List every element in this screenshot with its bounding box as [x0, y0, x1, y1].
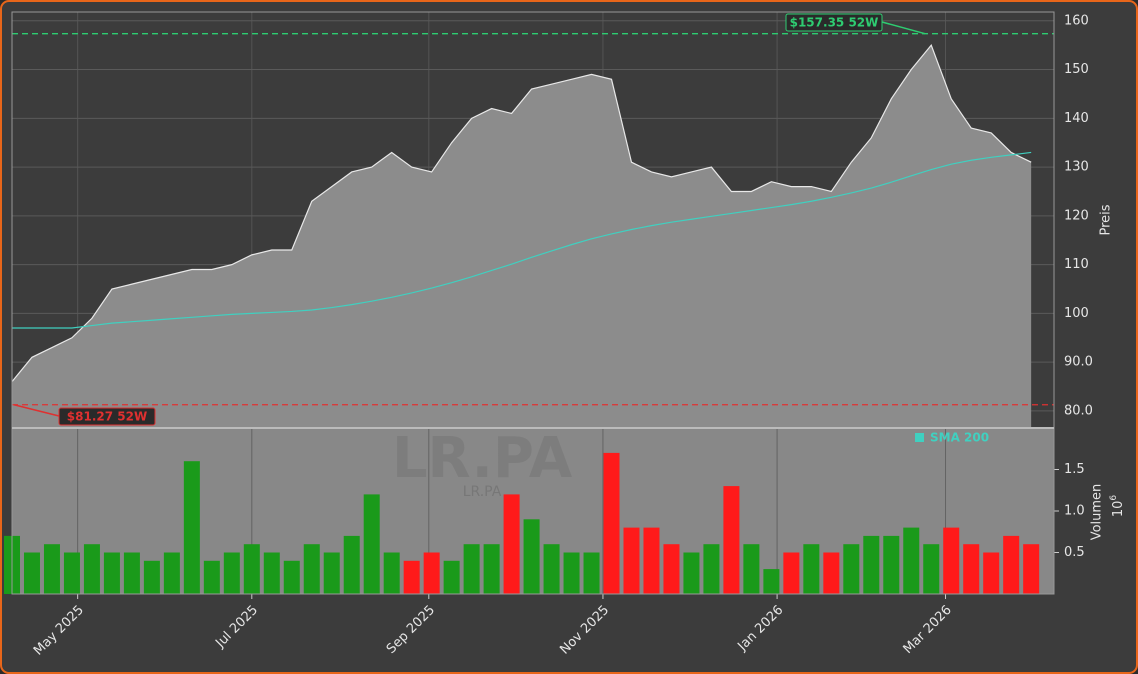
volume-bar — [343, 535, 360, 594]
y-tick-label: 90.0 — [1064, 355, 1093, 370]
high_52w-arrow — [881, 21, 926, 35]
y2-scale-exponent: 6 — [1109, 495, 1119, 501]
volume-bar — [363, 494, 380, 594]
y-tick-label: 100 — [1064, 306, 1089, 321]
low_52w-label: $81.27 52W — [67, 410, 147, 424]
volume-bar — [883, 535, 900, 594]
volume-bar — [703, 544, 720, 594]
volume-bar — [543, 544, 560, 594]
volume-bar — [843, 544, 860, 594]
volume-bar — [103, 552, 120, 594]
low_52w-box — [58, 407, 156, 426]
volume-bar — [583, 552, 600, 594]
volume-bar — [483, 544, 500, 594]
y2-axis-label: Volumen — [1090, 484, 1105, 541]
y2-scale-base: 10 — [1111, 501, 1126, 518]
y-tick-label: 80.0 — [1064, 403, 1093, 418]
volume-bar — [563, 552, 580, 594]
volume-bar — [303, 544, 320, 594]
volume-bar — [663, 544, 680, 594]
volume-bar — [463, 544, 480, 594]
volume-bar — [923, 544, 940, 594]
volume-bar — [763, 569, 780, 594]
volume-bar — [83, 544, 100, 594]
volume-bar — [183, 461, 200, 594]
y2-tick-label: 1.0 — [1064, 504, 1085, 519]
volume-bar — [863, 535, 880, 594]
volume-bar — [1003, 535, 1020, 594]
y-tick-label: 140 — [1064, 111, 1089, 126]
symbol-watermark: LR.PA — [392, 426, 573, 491]
volume-bar — [643, 527, 660, 594]
y-tick-label: 120 — [1064, 208, 1089, 223]
volume-bar — [423, 552, 440, 594]
volume-bar — [503, 494, 520, 594]
volume-bar — [203, 560, 220, 594]
y-tick-label: 130 — [1064, 160, 1089, 175]
volume-bar — [443, 560, 460, 594]
y-axis-label: Preis — [1099, 204, 1114, 235]
volume-bar — [263, 552, 280, 594]
legend-label: SMA 200 — [930, 431, 989, 445]
y-tick-label: 160 — [1064, 13, 1089, 28]
volume-bar — [403, 560, 420, 594]
volume-bar — [243, 544, 260, 594]
volume-bar — [803, 544, 820, 594]
volume-bar — [943, 527, 960, 594]
volume-bar — [963, 544, 980, 594]
volume-bar — [823, 552, 840, 594]
volume-bar — [143, 560, 160, 594]
volume-bar — [623, 527, 640, 594]
high_52w-box — [785, 13, 883, 32]
volume-bar — [603, 452, 620, 594]
volume-bar — [323, 552, 340, 594]
volume-bar — [743, 544, 760, 594]
y-tick-label: 150 — [1064, 62, 1089, 77]
volume-bar — [63, 552, 80, 594]
symbol-sub: LR.PA — [463, 484, 502, 500]
high_52w-label: $157.35 52W — [790, 16, 879, 30]
volume-bar — [783, 552, 800, 594]
volume-bar — [23, 552, 40, 594]
volume-bar — [223, 552, 240, 594]
sma-line — [12, 151, 1032, 329]
plot-border — [11, 11, 1055, 595]
volume-bar — [1023, 544, 1040, 594]
volume-bar — [43, 544, 60, 594]
y2-tick-label: 0.5 — [1064, 545, 1085, 560]
volume-bar — [383, 552, 400, 594]
volume-bar — [723, 486, 740, 594]
volume-bar — [983, 552, 1000, 594]
y-tick-label: 110 — [1064, 257, 1089, 272]
volume-bar — [903, 527, 920, 594]
volume-bar — [683, 552, 700, 594]
y2-scale: 106 — [1109, 495, 1126, 518]
volume-bar — [523, 519, 540, 594]
low_52w-arrow — [13, 404, 60, 417]
price-line — [11, 43, 1032, 383]
volume-bar — [163, 552, 180, 594]
legend-swatch — [915, 433, 924, 442]
volume-bar — [123, 552, 140, 594]
y2-tick-label: 1.5 — [1064, 462, 1085, 477]
volume-bar — [283, 560, 300, 594]
price-area — [12, 45, 1032, 428]
